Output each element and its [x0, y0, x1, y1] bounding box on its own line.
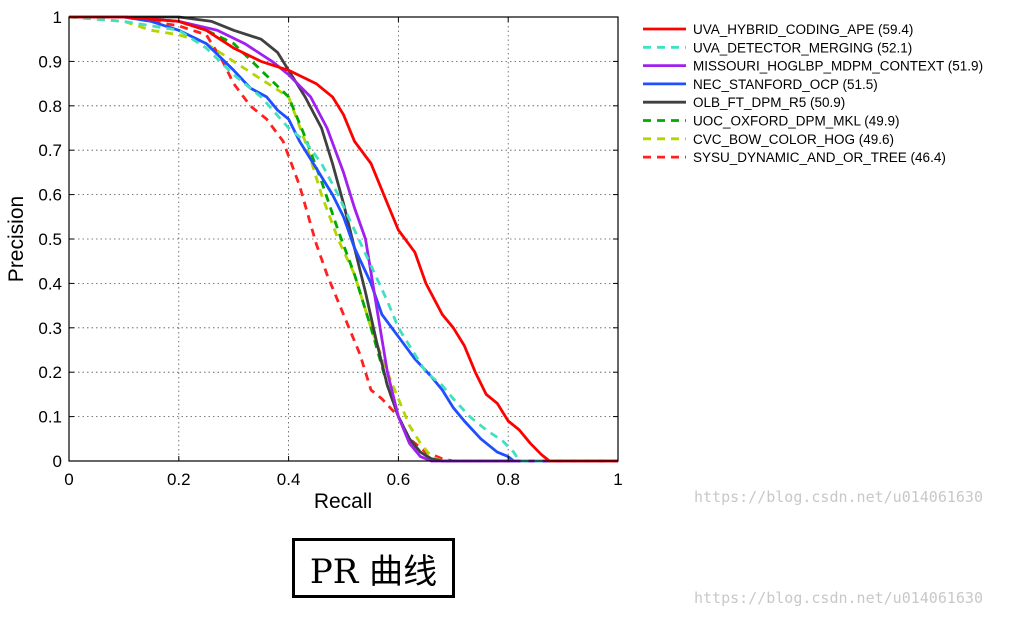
y-tick-label: 0.7: [38, 141, 62, 160]
y-tick-label: 0.3: [38, 319, 62, 338]
x-tick-label: 0: [64, 470, 73, 489]
legend: UVA_HYBRID_CODING_APE (59.4) UVA_DETECTOR…: [643, 22, 983, 165]
legend-label: NEC_STANFORD_OCP (51.5): [693, 77, 878, 92]
y-tick-label: 0: [53, 452, 62, 471]
y-tick-label: 0.8: [38, 97, 62, 116]
x-axis-label: Recall: [314, 490, 372, 513]
legend-label: OLB_FT_DPM_R5 (50.9): [693, 95, 845, 110]
legend-label: SYSU_DYNAMIC_AND_OR_TREE (46.4): [693, 150, 946, 165]
y-tick-label: 0.6: [38, 186, 62, 205]
y-tick-label: 1: [53, 8, 62, 27]
x-tick-label: 0.8: [496, 470, 520, 489]
x-tick-label: 0.4: [277, 470, 301, 489]
grid-lines: [69, 17, 618, 461]
x-tick-label: 0.6: [387, 470, 411, 489]
series-line: [68, 15, 618, 463]
legend-label: CVC_BOW_COLOR_HOG (49.6): [693, 132, 894, 147]
series-line: [69, 15, 618, 463]
legend-label: UVA_HYBRID_CODING_APE (59.4): [693, 22, 913, 37]
watermark-text: https://blog.csdn.net/u014061630: [694, 488, 983, 506]
watermark-text: https://blog.csdn.net/u014061630: [694, 589, 983, 607]
series-line: [69, 15, 618, 463]
y-tick-label: 0.1: [38, 408, 62, 427]
y-tick-label: 0.4: [38, 274, 62, 293]
x-tick-label: 1: [613, 470, 622, 489]
y-tick-label: 0.2: [38, 363, 62, 382]
legend-label: MISSOURI_HOGLBP_MDPM_CONTEXT (51.9): [693, 59, 983, 74]
y-tick-label: 0.9: [38, 52, 62, 71]
y-tick-label: 0.5: [38, 230, 62, 249]
y-axis-label: Precision: [5, 196, 28, 282]
series-line: [69, 15, 618, 463]
caption-box: PR 曲线: [292, 538, 455, 598]
axis-ticks: 0 0.2 0.4 0.6 0.8 1 0 0.1 0.2 0.3 0.4 0.5 0.6 0.7 0.8 0…: [38, 8, 622, 489]
series-line: [68, 15, 618, 463]
series-layer: [68, 15, 618, 463]
x-tick-label: 0.2: [167, 470, 191, 489]
series-line: [69, 15, 618, 463]
series-line: [69, 15, 618, 463]
legend-label: UVA_DETECTOR_MERGING (52.1): [693, 40, 912, 55]
caption-text: PR 曲线: [309, 551, 438, 592]
legend-label: UOC_OXFORD_DPM_MKL (49.9): [693, 114, 900, 129]
